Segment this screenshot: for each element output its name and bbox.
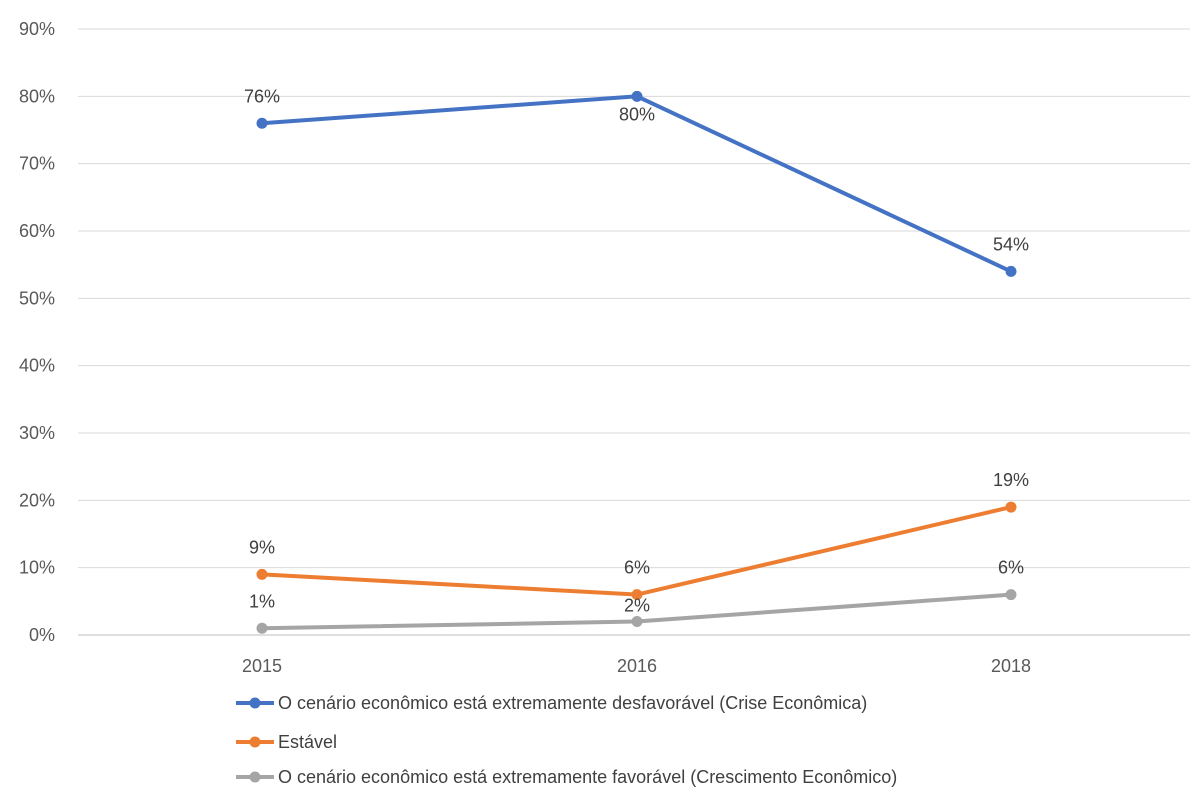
data-label: 76% — [244, 86, 280, 106]
data-label: 9% — [249, 537, 275, 557]
data-label: 1% — [249, 591, 275, 611]
data-point — [1005, 265, 1017, 277]
data-label: 54% — [993, 234, 1029, 254]
x-axis-tick-labels: 2015 2016 2018 — [242, 656, 1031, 676]
data-point — [631, 90, 643, 102]
y-tick-label: 90% — [19, 19, 55, 39]
y-axis-tick-labels: 0% 10% 20% 30% 40% 50% 60% 70% 80% 90% — [19, 19, 55, 645]
data-label: 2% — [624, 596, 650, 616]
data-label: 80% — [619, 104, 655, 124]
legend-swatch-marker — [249, 771, 261, 783]
y-tick-label: 20% — [19, 490, 55, 510]
y-tick-label: 30% — [19, 423, 55, 443]
legend: O cenário econômico está extremamente de… — [236, 693, 897, 787]
data-point — [256, 117, 268, 129]
legend-swatch-marker — [249, 697, 261, 709]
data-point — [1005, 589, 1017, 601]
y-tick-label: 0% — [29, 625, 55, 645]
legend-label: O cenário econômico está extremamente de… — [278, 693, 867, 713]
data-point — [631, 589, 643, 601]
y-tick-label: 70% — [19, 154, 55, 174]
legend-label: O cenário econômico está extremamente fa… — [278, 767, 897, 787]
y-tick-label: 80% — [19, 86, 55, 106]
legend-swatch-marker — [249, 736, 261, 748]
legend-label: Estável — [278, 732, 337, 752]
x-tick-label: 2018 — [991, 656, 1031, 676]
data-label: 19% — [993, 470, 1029, 490]
data-point — [1005, 501, 1017, 513]
data-label: 6% — [624, 558, 650, 578]
series-line-2 — [260, 505, 1013, 597]
data-point — [631, 616, 643, 628]
data-point — [256, 568, 268, 580]
x-tick-label: 2015 — [242, 656, 282, 676]
x-tick-label: 2016 — [617, 656, 657, 676]
data-label: 6% — [998, 558, 1024, 578]
y-tick-label: 40% — [19, 356, 55, 376]
y-tick-label: 50% — [19, 288, 55, 308]
series-lines — [256, 90, 1017, 634]
data-labels: 76% 80% 54% 9% 6% 19% 1% 2% 6% — [244, 86, 1029, 615]
data-point — [256, 622, 268, 634]
y-tick-label: 10% — [19, 558, 55, 578]
y-tick-label: 60% — [19, 221, 55, 241]
